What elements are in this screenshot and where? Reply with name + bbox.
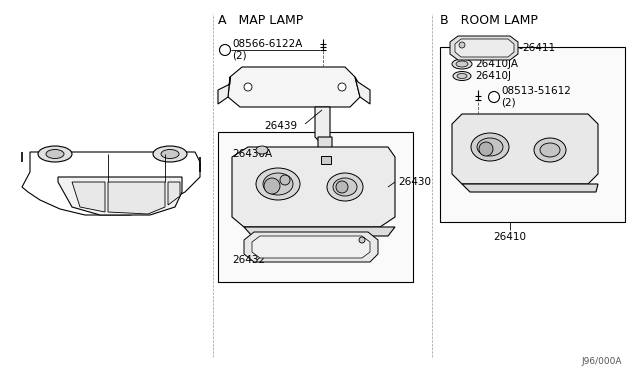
Text: 26430: 26430 — [398, 177, 431, 187]
Text: A   MAP LAMP: A MAP LAMP — [218, 14, 303, 27]
Circle shape — [220, 45, 230, 55]
Polygon shape — [355, 77, 370, 104]
Polygon shape — [108, 182, 165, 214]
Ellipse shape — [457, 74, 467, 78]
Polygon shape — [252, 236, 370, 258]
Ellipse shape — [263, 173, 293, 195]
Ellipse shape — [456, 61, 468, 67]
Polygon shape — [455, 39, 514, 57]
Bar — [440, 47, 625, 222]
Polygon shape — [168, 182, 180, 205]
Polygon shape — [58, 177, 182, 215]
Circle shape — [459, 42, 465, 48]
Ellipse shape — [256, 146, 268, 154]
Ellipse shape — [333, 178, 357, 196]
Circle shape — [479, 142, 493, 156]
Ellipse shape — [453, 71, 471, 80]
Circle shape — [280, 175, 290, 185]
Circle shape — [488, 92, 499, 103]
Ellipse shape — [452, 59, 472, 69]
Polygon shape — [22, 152, 200, 215]
Circle shape — [244, 83, 252, 91]
Polygon shape — [318, 137, 332, 159]
Bar — [218, 132, 413, 282]
Ellipse shape — [327, 173, 363, 201]
Ellipse shape — [540, 143, 560, 157]
Text: B   ROOM LAMP: B ROOM LAMP — [440, 14, 538, 27]
Ellipse shape — [46, 150, 64, 158]
Ellipse shape — [256, 168, 300, 200]
Polygon shape — [218, 77, 230, 104]
Ellipse shape — [534, 138, 566, 162]
Circle shape — [359, 237, 365, 243]
Ellipse shape — [477, 138, 503, 156]
Ellipse shape — [38, 146, 72, 162]
Polygon shape — [228, 67, 360, 107]
Polygon shape — [244, 227, 395, 236]
Polygon shape — [232, 147, 395, 227]
Text: 26430A: 26430A — [232, 149, 272, 159]
Polygon shape — [244, 232, 378, 262]
Text: 26410: 26410 — [493, 232, 527, 242]
Text: 26432: 26432 — [232, 255, 265, 265]
Circle shape — [338, 83, 346, 91]
Polygon shape — [315, 107, 330, 144]
Polygon shape — [450, 36, 518, 60]
Text: S: S — [492, 93, 497, 102]
Text: 26439: 26439 — [264, 121, 297, 131]
Ellipse shape — [471, 133, 509, 161]
Circle shape — [336, 181, 348, 193]
Circle shape — [264, 178, 280, 194]
Text: 26410J: 26410J — [475, 71, 511, 81]
Ellipse shape — [153, 146, 187, 162]
Text: S: S — [223, 45, 227, 55]
Text: 26410JA: 26410JA — [475, 59, 518, 69]
Text: 26411: 26411 — [522, 43, 555, 53]
Text: 08513-51612
(2): 08513-51612 (2) — [501, 86, 571, 108]
Bar — [321, 156, 331, 164]
Text: J96/000A: J96/000A — [582, 357, 622, 366]
Polygon shape — [72, 182, 105, 212]
Ellipse shape — [161, 150, 179, 158]
Polygon shape — [452, 114, 598, 184]
Text: 08566-6122A
(2): 08566-6122A (2) — [232, 39, 302, 61]
Polygon shape — [462, 184, 598, 192]
